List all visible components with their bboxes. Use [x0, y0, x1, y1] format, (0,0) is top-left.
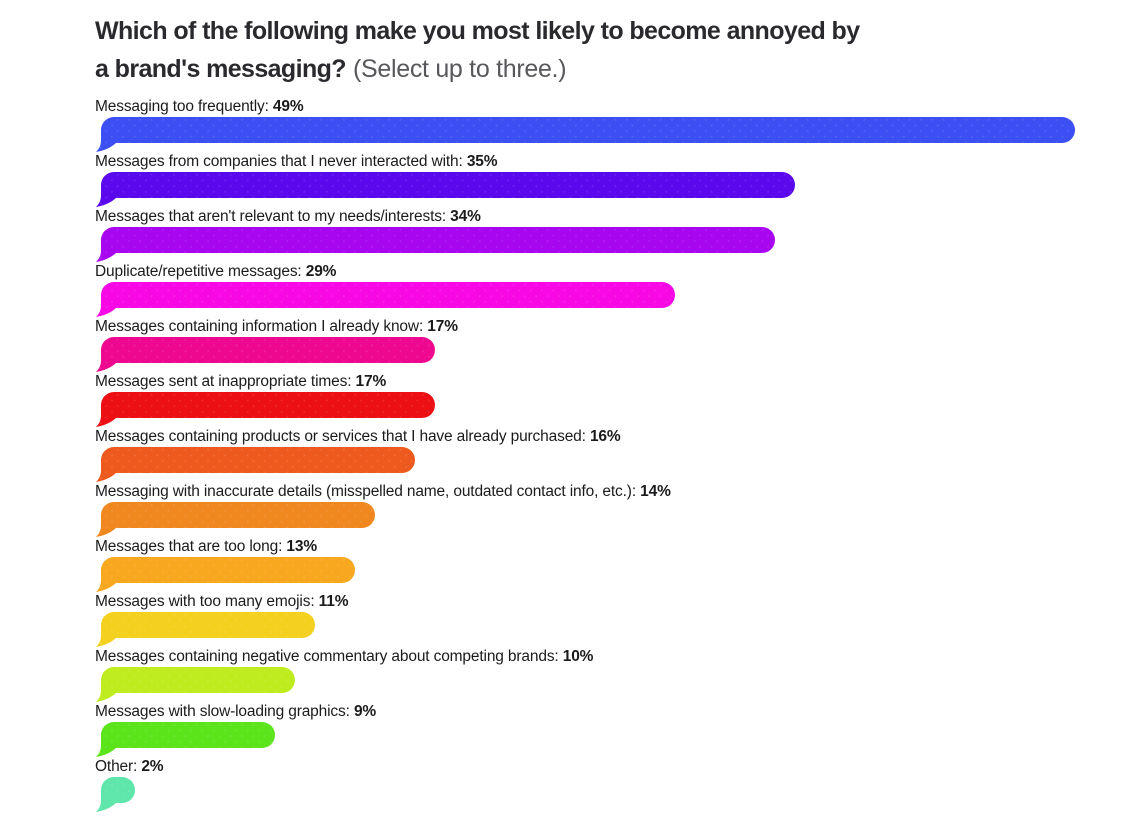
message-bubble-bar [96, 337, 435, 372]
bar-row: Messages with slow-loading graphics: 9% [95, 703, 1122, 758]
message-bubble-bar [96, 667, 295, 702]
message-bubble-bar [96, 282, 675, 317]
bar-label: Messages that aren't relevant to my need… [95, 208, 1122, 225]
chart-title-line1: Which of the following make you most lik… [95, 17, 860, 45]
bar-label: Messages with too many emojis: 11% [95, 593, 1122, 610]
bar-category: Messages with too many emojis: [95, 593, 319, 610]
bar-category: Messages containing products or services… [95, 428, 590, 445]
bar-category: Messages from companies that I never int… [95, 153, 467, 170]
bar-category: Messages that are too long: [95, 538, 287, 555]
bar-row: Messages sent at inappropriate times: 17… [95, 373, 1122, 428]
bar-value: 17% [427, 318, 458, 335]
message-bubble-bar [96, 117, 1075, 152]
bar-value: 11% [318, 593, 349, 610]
chart-title: Which of the following make you most lik… [95, 12, 1015, 88]
bar-category: Messages containing information I alread… [95, 318, 428, 335]
bar-label: Messages that are too long: 13% [95, 538, 1122, 555]
bar-value: 17% [355, 373, 387, 390]
bar-category: Other: [95, 758, 142, 775]
bar-label: Other: 2% [95, 758, 1122, 775]
bar-label: Messaging too frequently: 49% [95, 98, 1122, 115]
bar-value: 35% [466, 153, 498, 170]
bar-category: Messages that aren't relevant to my need… [95, 208, 451, 225]
bar-category: Messages sent at inappropriate times: [95, 373, 356, 390]
message-bubble-bar [96, 557, 355, 592]
message-bubble-bar [96, 777, 135, 812]
chart-title-line2: a brand's messaging? [95, 55, 347, 83]
message-bubble-bar [96, 447, 415, 482]
bar-value: 49% [272, 98, 304, 115]
bar-row: Messages from companies that I never int… [95, 153, 1122, 208]
bar-category: Messaging too frequently: [95, 98, 273, 115]
bar-value: 34% [450, 208, 481, 225]
bar-row: Messages that aren't relevant to my need… [95, 208, 1122, 263]
bar-value: 9% [353, 703, 377, 720]
bar-value: 16% [589, 428, 621, 445]
bar-label: Messages from companies that I never int… [95, 153, 1122, 170]
bar-category: Messages with slow-loading graphics: [95, 703, 354, 720]
bar-row: Other: 2% [95, 758, 1122, 813]
message-bubble-bar [96, 172, 795, 207]
message-bubble-bar [96, 612, 315, 647]
bar-value: 13% [286, 538, 317, 555]
message-bubble-bar [96, 502, 375, 537]
message-bubble-bar [96, 227, 775, 262]
bar-value: 10% [562, 648, 594, 665]
bar-list: Messaging too frequently: 49% Messages f… [95, 98, 1122, 813]
message-bubble-bar [96, 392, 435, 427]
bar-label: Messages sent at inappropriate times: 17… [95, 373, 1122, 390]
bar-category: Duplicate/repetitive messages: [95, 263, 306, 280]
bar-row: Duplicate/repetitive messages: 29% [95, 263, 1122, 318]
chart-subtitle: (Select up to three.) [352, 55, 567, 83]
bar-label: Messages containing information I alread… [95, 318, 1122, 335]
bar-row: Messages that are too long: 13% [95, 538, 1122, 593]
bar-row: Messages with too many emojis: 11% [95, 593, 1122, 648]
bar-value: 14% [640, 483, 671, 500]
bar-label: Messages containing products or services… [95, 428, 1122, 445]
message-bubble-bar [96, 722, 275, 757]
bar-label: Messages with slow-loading graphics: 9% [95, 703, 1122, 720]
bar-label: Duplicate/repetitive messages: 29% [95, 263, 1122, 280]
bar-row: Messaging too frequently: 49% [95, 98, 1122, 153]
bar-value: 2% [141, 758, 164, 775]
bar-value: 29% [305, 263, 337, 280]
bar-row: Messaging with inaccurate details (missp… [95, 483, 1122, 538]
bar-category: Messages containing negative commentary … [95, 648, 563, 665]
bar-label: Messages containing negative commentary … [95, 648, 1122, 665]
bar-category: Messaging with inaccurate details (missp… [95, 483, 641, 500]
bar-label: Messaging with inaccurate details (missp… [95, 483, 1122, 500]
bar-row: Messages containing information I alread… [95, 318, 1122, 373]
bar-row: Messages containing products or services… [95, 428, 1122, 483]
bar-row: Messages containing negative commentary … [95, 648, 1122, 703]
